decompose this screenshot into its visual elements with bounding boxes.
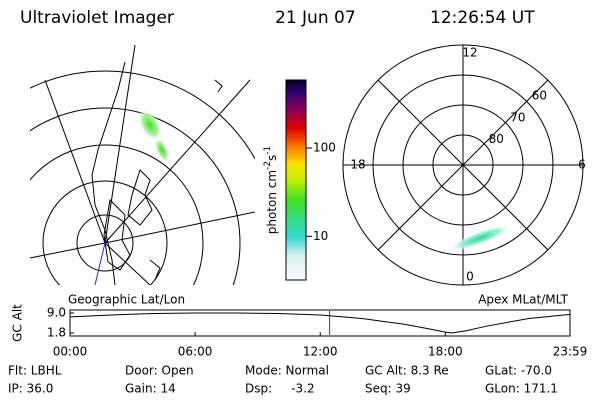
title: Ultraviolet Imager (20, 8, 174, 28)
mlt-label: 18 (350, 158, 365, 172)
colorbar-label: photon cm-2s-1 (263, 146, 279, 235)
colorbar-tick-label: 10 (313, 229, 328, 243)
info-field: Seq: 39 (365, 382, 411, 396)
info-field: GLat: -70.0 (485, 364, 552, 378)
x-tick-label: 00:00 (53, 345, 88, 359)
aurora-blob (153, 137, 171, 163)
altitude-line (69, 312, 571, 334)
geo-map (30, 45, 255, 285)
info-field: Gain: 14 (125, 382, 176, 396)
aurora-oval (447, 224, 513, 252)
y-tick-label: 9.0 (47, 306, 66, 320)
lat-label: 80 (489, 132, 504, 146)
footer: Flt: LBHL IP: 36.0 Door: Open Gain: 14 Mode:… (8, 364, 558, 396)
altitude-chart: Geographic Lat/Lon Apex MLat/MLT GC Alt 9.0… (11, 293, 588, 359)
x-tick-label: 23:59 (553, 345, 588, 359)
y-axis-label: GC Alt (11, 304, 25, 342)
x-tick-label: 06:00 (178, 345, 213, 359)
panel-title: Apex MLat/MLT (478, 293, 568, 307)
mlt-label: 6 (578, 158, 586, 172)
mlt-label: 0 (466, 270, 474, 284)
info-field: Dsp: -3.2 (245, 382, 315, 396)
colorbar: photon cm-2s-1 10 100 (263, 79, 336, 281)
mlt-label: 12 (462, 46, 477, 60)
lat-circle (432, 134, 494, 196)
panel-title: Geographic Lat/Lon (68, 293, 185, 307)
info-field: IP: 36.0 (8, 382, 53, 396)
lat-circle (402, 104, 524, 226)
info-field: GC Alt: 8.3 Re (365, 364, 449, 378)
x-tick-label: 18:00 (428, 345, 463, 359)
lat-label: 60 (532, 89, 547, 103)
lat-label: 70 (510, 110, 525, 124)
info-field: Mode: Normal (245, 364, 329, 378)
x-tick-label: 12:00 (303, 345, 338, 359)
info-field: GLon: 171.1 (485, 382, 558, 396)
info-field: Flt: LBHL (8, 364, 62, 378)
aurora-blob (137, 108, 163, 142)
info-field: Door: Open (125, 364, 194, 378)
y-tick-label: 1.8 (47, 326, 66, 340)
sun-line (94, 242, 106, 286)
date: 21 Jun 07 (275, 8, 356, 28)
time: 12:26:54 UT (430, 8, 535, 28)
lat-circle (372, 74, 554, 256)
colorbar-box (285, 79, 307, 281)
colorbar-tick-label: 100 (313, 141, 336, 155)
polar-spoke (377, 79, 549, 251)
